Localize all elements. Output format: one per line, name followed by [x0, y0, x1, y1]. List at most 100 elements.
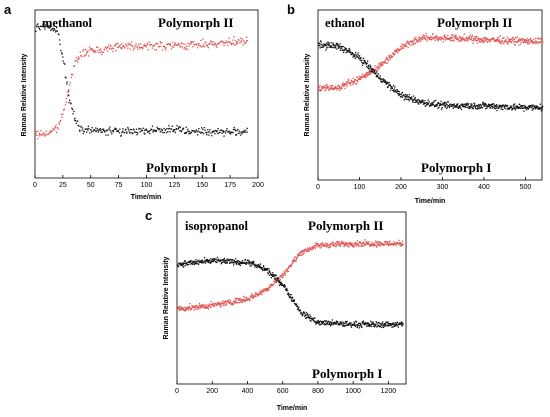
panel-a-series-1-point — [193, 130, 195, 132]
panel-b-series-1-point — [427, 102, 429, 104]
panel-a-series-0-point — [131, 45, 134, 47]
panel-a-series-1-point — [97, 131, 99, 133]
panel-c-series-0-point — [383, 244, 385, 246]
panel-a-series-0-point — [65, 98, 67, 100]
panel-c-series-1-point — [206, 260, 209, 262]
panel-b-series-0-point — [475, 36, 477, 38]
panel-c-series-0-point — [235, 300, 237, 302]
panel-a-series-1-point — [152, 131, 154, 133]
panel-c-series-1-point — [292, 296, 294, 298]
panel-b-series-0-point — [531, 40, 533, 42]
panel-b-series-0-point — [324, 84, 326, 87]
panel-c-series-0-point — [190, 308, 192, 311]
panel-b-series-0-point — [478, 38, 480, 40]
panel-c-series-0-point — [258, 293, 260, 295]
panel-b-series-1-point — [458, 105, 461, 107]
panel-a-series-0-point — [212, 41, 214, 43]
panel-c-series-1-point — [237, 260, 239, 262]
panel-a-series-1-point — [47, 25, 49, 27]
panel-c-series-0-point — [230, 302, 232, 304]
panel-c-series-0-point — [255, 292, 257, 294]
panel-c-series-1-point — [257, 263, 260, 266]
panel-a-series-0-point — [151, 47, 154, 49]
panel-b-series-0-point — [448, 38, 451, 40]
panel-c-series-1-point — [190, 260, 192, 262]
panel-c-series-1-point — [263, 268, 266, 271]
panel-c-series-1-point — [259, 267, 261, 269]
panel-b-series-1-point — [367, 67, 370, 70]
panel-c-series-0-point — [402, 244, 404, 246]
panel-b-series-0-point — [472, 39, 474, 42]
panel-c-series-0-point — [371, 241, 373, 244]
panel-c-series-0-point — [253, 295, 255, 297]
panel-c-series-1-point — [231, 261, 234, 263]
panel-b-series-0-point — [526, 43, 529, 45]
panel-b-series-0-point — [357, 78, 360, 81]
panel-b-series-0-point — [532, 42, 534, 45]
panel-c-series-0-point — [315, 242, 318, 244]
panel-a-series-0-point — [90, 49, 92, 51]
panel-c-series-1-point — [266, 267, 269, 270]
panel-c-series-0-point — [360, 242, 362, 244]
panel-a-series-1-point — [135, 131, 137, 133]
panel-c-series-1-point — [383, 324, 386, 326]
panel-b-series-0-point — [320, 90, 322, 92]
panel-c-series-0-point — [180, 306, 182, 309]
panel-b-series-0-point — [385, 56, 388, 58]
panel-a-series-1-point — [74, 120, 76, 122]
panel-b-series-1-point — [502, 108, 504, 111]
panel-b-series-1-point — [537, 106, 539, 108]
panel-b-series-0-point — [463, 33, 465, 35]
panel-b-series-0-point — [479, 40, 481, 42]
panel-c-series-1-point — [312, 318, 314, 320]
panel-c-series-1-point — [249, 262, 251, 264]
panel-a-series-1-point — [128, 130, 130, 132]
panel-a-series-1-point — [226, 128, 228, 130]
panel-a-series-0-point — [238, 39, 240, 41]
panel-c-series-0-point — [278, 279, 280, 281]
panel-a-series-0-point — [110, 45, 112, 47]
panel-c-series-1-point — [259, 265, 261, 267]
panel-a-series-0-point — [223, 44, 225, 46]
panel-c-series-0-point — [379, 241, 381, 244]
panel-c-series-1-point — [316, 320, 318, 322]
panel-a-series-0-point — [117, 42, 119, 45]
panel-a-series-0-point — [166, 44, 168, 46]
panel-a-series-0-point — [202, 38, 204, 40]
panel-a-series-1-point — [229, 131, 231, 133]
panel-b-series-0-point — [425, 32, 427, 35]
panel-a-series-0-point — [97, 49, 99, 51]
panel-a-series-0-point — [228, 41, 230, 43]
panel-c-series-1-point — [394, 325, 396, 327]
panel-c-series-0-point — [275, 280, 277, 283]
panel-a-series-0-point — [39, 133, 41, 135]
panel-b-series-0-point — [458, 39, 460, 41]
panel-c-series-1-point — [261, 268, 264, 271]
panel-b-series-0-point — [413, 39, 415, 42]
panel-b-series-0-point — [322, 87, 324, 90]
panel-c-series-1-point — [304, 314, 307, 317]
panel-b-series-1-point — [374, 73, 376, 75]
panel-b-series-0-point — [486, 37, 489, 40]
panel-a-series-1-point — [99, 128, 101, 130]
panel-a-series-1-point — [173, 129, 175, 131]
panel-b-series-0-point — [454, 36, 456, 39]
panel-b-series-0-point — [408, 43, 411, 45]
panel-b-series-1-point — [444, 106, 446, 108]
panel-b-series-0-point — [449, 37, 451, 39]
panel-c-series-1-point — [393, 322, 395, 324]
panel-b-series-0-point — [476, 42, 478, 44]
panel-c-series-1-point — [317, 322, 319, 324]
panel-c-series-1-point — [350, 322, 352, 324]
panel-c-xtick-label: 600 — [277, 388, 289, 395]
panel-b-series-0-point — [506, 41, 508, 43]
panel-b-series-1-point — [492, 103, 494, 105]
panel-b-series-0-point — [423, 37, 425, 39]
panel-c-series-0-point — [248, 299, 251, 301]
panel-a-series-1-point — [201, 131, 204, 134]
panel-c-series-0-point — [320, 246, 322, 248]
panel-c-series-1-point — [184, 265, 186, 267]
panel-c-series-0-point — [341, 240, 343, 242]
panel-a-series-0-point — [148, 41, 150, 43]
panel-c-series-0-point — [346, 244, 348, 246]
